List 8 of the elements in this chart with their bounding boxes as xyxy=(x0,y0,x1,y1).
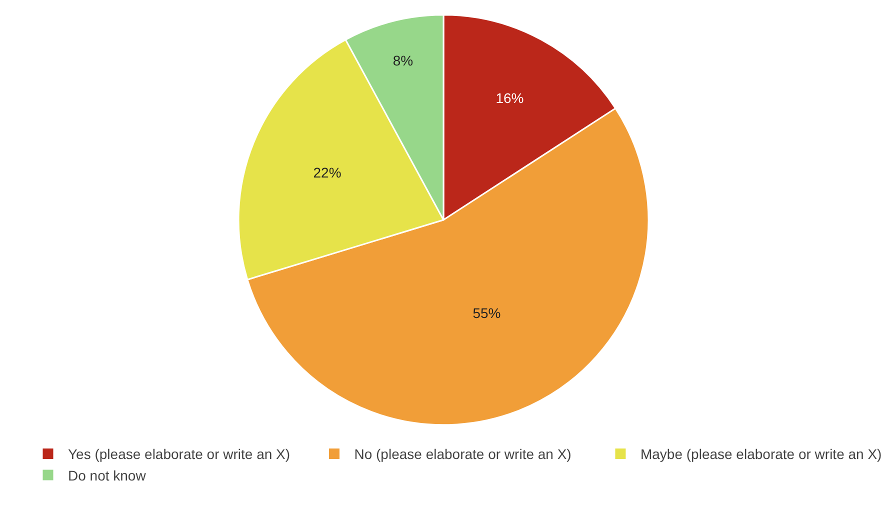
legend-label: Yes (please elaborate or write an X) xyxy=(68,446,290,462)
legend-label: Do not know xyxy=(68,467,147,484)
data-label: 8% xyxy=(392,52,414,68)
legend-label: No (please elaborate or write an X) xyxy=(354,446,572,462)
data-label: 22% xyxy=(313,164,342,180)
data-label: 16% xyxy=(496,90,524,106)
legend-label: Maybe (please elaborate or write an X) xyxy=(640,446,882,462)
data-label: 55% xyxy=(472,304,501,321)
